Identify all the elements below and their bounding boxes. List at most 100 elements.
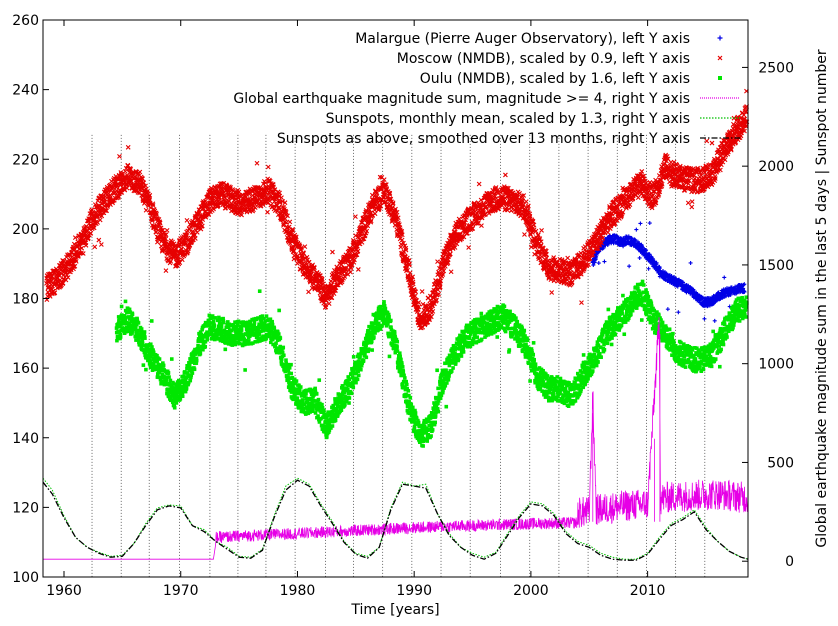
data-point xyxy=(602,259,607,264)
data-point xyxy=(330,249,335,255)
data-point xyxy=(503,172,508,178)
data-point xyxy=(448,269,454,275)
data-point xyxy=(96,237,102,243)
data-point xyxy=(52,290,58,296)
data-point xyxy=(306,289,311,295)
data-point xyxy=(98,242,104,247)
data-point xyxy=(92,244,98,250)
data-point xyxy=(223,347,228,352)
data-point xyxy=(166,371,171,375)
data-point xyxy=(539,228,544,233)
data-point xyxy=(157,357,162,361)
data-point xyxy=(591,263,596,268)
data-point xyxy=(137,169,143,175)
data-point xyxy=(169,357,174,361)
data-point xyxy=(712,318,717,323)
data-point xyxy=(579,300,584,305)
data-point xyxy=(49,274,54,280)
data-point xyxy=(654,260,659,265)
data-point xyxy=(83,242,89,248)
data-point xyxy=(675,284,680,289)
data-point xyxy=(689,204,695,210)
data-point xyxy=(65,275,71,280)
series-1 xyxy=(44,88,750,331)
data-point xyxy=(647,221,652,226)
data-point xyxy=(742,289,747,294)
data-point xyxy=(179,257,185,263)
data-point xyxy=(73,259,79,264)
data-point xyxy=(118,335,123,339)
data-point xyxy=(742,282,747,287)
data-point xyxy=(80,251,86,256)
data-point xyxy=(72,235,78,240)
data-point xyxy=(141,363,146,367)
data-point xyxy=(522,232,527,237)
data-point xyxy=(601,245,606,250)
data-point xyxy=(136,321,141,325)
data-point xyxy=(203,344,208,349)
data-point xyxy=(419,289,425,294)
data-point xyxy=(476,181,482,187)
data-point xyxy=(265,164,271,170)
data-point xyxy=(688,260,693,265)
data-point xyxy=(702,316,707,321)
data-point xyxy=(549,290,555,295)
data-point xyxy=(184,386,189,390)
data-point xyxy=(596,261,601,266)
data-point xyxy=(508,208,514,214)
data-point xyxy=(523,199,529,205)
data-point xyxy=(635,195,641,200)
data-point xyxy=(194,358,199,363)
data-point xyxy=(188,378,193,383)
data-point xyxy=(143,336,147,340)
data-point xyxy=(163,268,169,274)
data-point xyxy=(265,209,270,215)
data-point xyxy=(629,236,634,241)
data-point xyxy=(161,363,166,368)
data-point xyxy=(125,144,131,150)
data-point xyxy=(611,238,616,243)
data-point xyxy=(149,319,154,323)
series-0 xyxy=(590,221,747,323)
data-point xyxy=(709,140,715,146)
data-point xyxy=(123,299,128,304)
data-point xyxy=(722,275,727,280)
data-point xyxy=(254,160,260,166)
data-point xyxy=(724,294,729,299)
data-point xyxy=(676,310,681,315)
data-point xyxy=(634,227,639,232)
data-point xyxy=(150,345,154,349)
data-point xyxy=(355,267,361,272)
data-point xyxy=(219,324,224,329)
data-point xyxy=(164,227,170,233)
data-point xyxy=(466,245,472,250)
plot-content xyxy=(42,88,750,577)
data-point xyxy=(72,263,78,269)
data-point xyxy=(646,266,651,271)
data-point xyxy=(644,248,649,253)
data-point xyxy=(144,367,148,372)
data-point xyxy=(119,304,124,309)
data-point xyxy=(605,230,611,235)
data-point xyxy=(180,394,185,398)
data-point xyxy=(221,320,226,325)
data-point xyxy=(212,324,217,328)
data-point xyxy=(143,207,149,213)
data-point xyxy=(85,235,91,241)
data-point xyxy=(130,312,135,317)
data-point xyxy=(647,252,652,257)
data-point xyxy=(184,217,190,223)
data-point xyxy=(72,246,77,252)
data-point xyxy=(685,200,691,206)
data-point xyxy=(565,255,571,261)
data-point xyxy=(211,319,216,324)
data-point xyxy=(172,405,177,410)
data-point xyxy=(190,371,195,375)
data-point xyxy=(192,367,197,372)
data-point xyxy=(627,264,632,269)
data-point xyxy=(187,362,192,367)
data-point xyxy=(287,219,293,225)
data-point xyxy=(689,199,695,204)
data-point xyxy=(353,214,358,220)
data-point xyxy=(143,350,148,355)
